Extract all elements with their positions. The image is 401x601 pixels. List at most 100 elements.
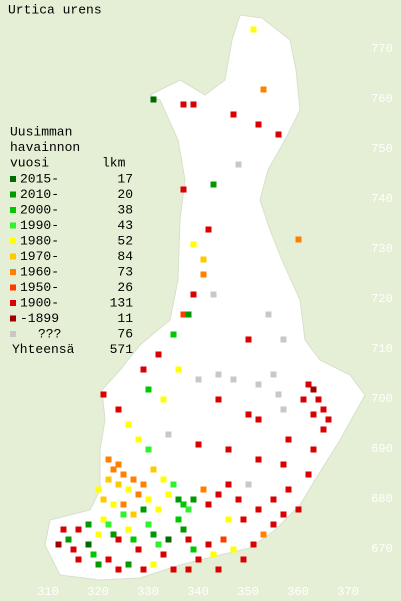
- record-square: [240, 556, 247, 563]
- record-square: [280, 336, 287, 343]
- record-square: [185, 566, 192, 573]
- legend-header: Uusimman: [10, 124, 72, 139]
- record-square: [200, 486, 207, 493]
- record-square: [255, 416, 262, 423]
- legend-label: ???: [38, 326, 61, 341]
- legend-count: 20: [117, 187, 133, 202]
- record-square: [210, 551, 217, 558]
- record-square: [180, 526, 187, 533]
- record-square: [120, 471, 127, 478]
- record-square: [225, 481, 232, 488]
- record-square: [130, 511, 137, 518]
- record-square: [110, 531, 117, 538]
- record-square: [90, 551, 97, 558]
- record-square: [255, 381, 262, 388]
- record-square: [150, 531, 157, 538]
- record-square: [295, 236, 302, 243]
- legend-label: 1990-: [20, 218, 59, 233]
- legend-swatch: [10, 176, 16, 182]
- total-count: 571: [110, 342, 134, 357]
- record-square: [165, 536, 172, 543]
- record-square: [85, 521, 92, 528]
- y-tick-label: 730: [371, 242, 393, 256]
- record-square: [85, 541, 92, 548]
- record-square: [275, 391, 282, 398]
- y-tick-label: 740: [371, 192, 393, 206]
- record-square: [200, 271, 207, 278]
- y-tick-label: 680: [371, 492, 393, 506]
- legend-label: -1899: [20, 311, 59, 326]
- record-square: [95, 531, 102, 538]
- record-square: [60, 526, 67, 533]
- record-square: [280, 406, 287, 413]
- record-square: [180, 501, 187, 508]
- record-square: [195, 441, 202, 448]
- record-square: [185, 311, 192, 318]
- y-tick-label: 720: [371, 292, 393, 306]
- record-square: [140, 481, 147, 488]
- legend-count: 52: [117, 233, 133, 248]
- legend-swatch: [10, 315, 16, 322]
- legend-count: 43: [117, 218, 133, 233]
- legend-header: havainnon: [10, 140, 80, 155]
- record-square: [115, 461, 122, 468]
- record-square: [110, 501, 117, 508]
- record-square: [150, 561, 157, 568]
- record-square: [280, 511, 287, 518]
- legend-count: 73: [117, 264, 133, 279]
- record-square: [150, 466, 157, 473]
- record-square: [305, 471, 312, 478]
- record-square: [155, 506, 162, 513]
- record-square: [245, 481, 252, 488]
- record-square: [115, 406, 122, 413]
- legend-count: 26: [117, 280, 133, 295]
- legend-count: 17: [117, 171, 133, 186]
- record-square: [235, 161, 242, 168]
- record-square: [160, 396, 167, 403]
- record-square: [145, 446, 152, 453]
- record-square: [135, 436, 142, 443]
- record-square: [175, 366, 182, 373]
- record-square: [155, 351, 162, 358]
- record-square: [130, 536, 137, 543]
- x-tick-label: 350: [237, 585, 259, 599]
- finland-outline: [44, 14, 366, 581]
- record-square: [275, 131, 282, 138]
- record-square: [105, 476, 112, 483]
- legend-count: 84: [117, 249, 133, 264]
- record-square: [315, 396, 322, 403]
- record-square: [240, 516, 247, 523]
- y-tick-label: 710: [371, 342, 393, 356]
- legend-swatch: [10, 207, 16, 213]
- record-square: [160, 551, 167, 558]
- record-square: [145, 496, 152, 503]
- record-square: [190, 496, 197, 503]
- record-square: [190, 241, 197, 248]
- record-square: [210, 291, 217, 298]
- record-square: [260, 86, 267, 93]
- record-square: [205, 501, 212, 508]
- record-square: [215, 396, 222, 403]
- y-tick-label: 770: [371, 42, 393, 56]
- legend-count: 38: [117, 202, 133, 217]
- record-square: [295, 506, 302, 513]
- record-square: [260, 531, 267, 538]
- x-tick-label: 360: [287, 585, 309, 599]
- legend-swatch: [10, 191, 16, 198]
- legend-count-header: lkm: [102, 155, 126, 170]
- y-tick-label: 670: [371, 542, 393, 556]
- record-square: [225, 446, 232, 453]
- record-square: [150, 96, 157, 103]
- record-square: [100, 391, 107, 398]
- record-square: [325, 416, 332, 423]
- record-square: [125, 421, 132, 428]
- record-square: [145, 386, 152, 393]
- record-square: [280, 461, 287, 468]
- record-square: [145, 521, 152, 528]
- record-square: [135, 546, 142, 553]
- record-square: [105, 556, 112, 563]
- y-tick-label: 690: [371, 442, 393, 456]
- x-tick-label: 330: [137, 585, 159, 599]
- record-square: [125, 526, 132, 533]
